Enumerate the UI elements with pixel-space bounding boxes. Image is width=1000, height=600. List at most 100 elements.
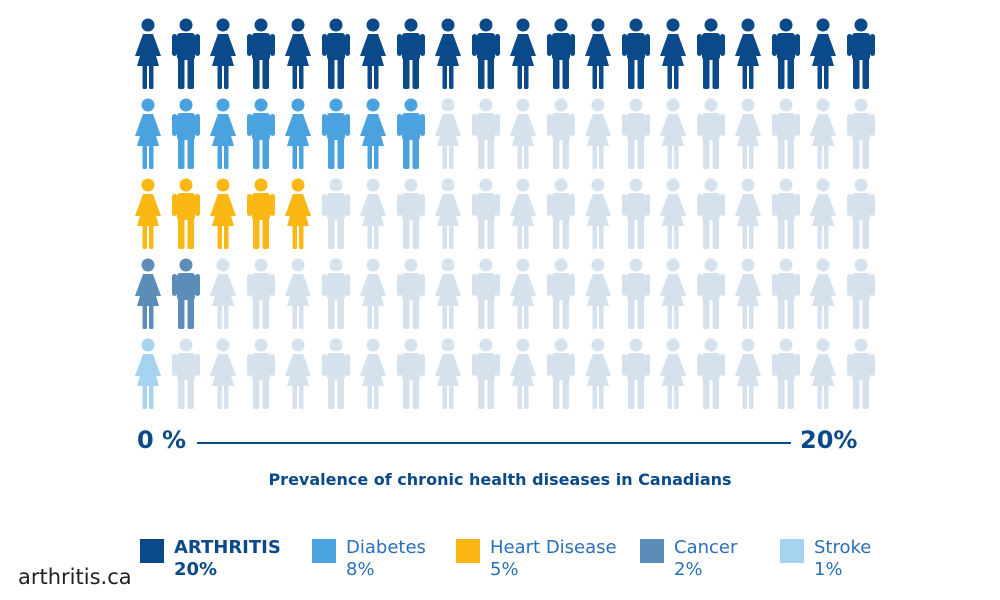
person-icon-filled bbox=[357, 18, 389, 90]
person-icon-empty bbox=[845, 258, 877, 330]
person-icon-empty bbox=[432, 98, 464, 170]
person-icon-empty bbox=[657, 338, 689, 410]
person-icon-empty bbox=[470, 98, 502, 170]
legend-label: Cancer bbox=[674, 537, 737, 559]
person-icon-empty bbox=[620, 98, 652, 170]
chart-title: Prevalence of chronic health diseases in… bbox=[0, 470, 1000, 489]
person-icon-empty bbox=[545, 338, 577, 410]
person-icon-empty bbox=[695, 98, 727, 170]
person-icon-filled bbox=[320, 18, 352, 90]
person-icon-filled bbox=[807, 18, 839, 90]
person-icon-filled bbox=[695, 18, 727, 90]
person-icon-empty bbox=[507, 258, 539, 330]
person-icon-empty bbox=[770, 98, 802, 170]
legend-swatch bbox=[456, 539, 480, 563]
person-icon-filled bbox=[207, 178, 239, 250]
person-icon-filled bbox=[170, 18, 202, 90]
person-icon-empty bbox=[395, 258, 427, 330]
person-icon-filled bbox=[245, 98, 277, 170]
legend-value: 2% bbox=[674, 559, 737, 581]
person-icon-filled bbox=[132, 258, 164, 330]
person-icon-filled bbox=[207, 98, 239, 170]
person-icon-empty bbox=[807, 98, 839, 170]
person-icon-filled bbox=[545, 18, 577, 90]
person-icon-empty bbox=[545, 258, 577, 330]
person-icon-empty bbox=[545, 178, 577, 250]
person-icon-empty bbox=[395, 178, 427, 250]
person-icon-empty bbox=[657, 258, 689, 330]
axis-start-label: 0 % bbox=[137, 426, 186, 454]
person-icon-filled bbox=[732, 18, 764, 90]
person-icon-empty bbox=[582, 98, 614, 170]
legend-item-diabetes: Diabetes 8% bbox=[312, 537, 426, 581]
axis-line bbox=[197, 442, 791, 444]
legend-item-cancer: Cancer 2% bbox=[640, 537, 737, 581]
legend-swatch bbox=[780, 539, 804, 563]
person-icon-empty bbox=[545, 98, 577, 170]
person-icon-filled bbox=[582, 18, 614, 90]
person-icon-filled bbox=[657, 18, 689, 90]
person-icon-empty bbox=[845, 338, 877, 410]
person-icon-empty bbox=[170, 338, 202, 410]
legend-label: Diabetes bbox=[346, 537, 426, 559]
person-icon-empty bbox=[732, 338, 764, 410]
person-icon-filled bbox=[845, 18, 877, 90]
person-icon-empty bbox=[470, 178, 502, 250]
person-icon-empty bbox=[695, 338, 727, 410]
legend-swatch bbox=[140, 539, 164, 563]
person-icon-filled bbox=[357, 98, 389, 170]
legend-label: Stroke bbox=[814, 537, 871, 559]
person-icon-empty bbox=[357, 178, 389, 250]
person-icon-empty bbox=[245, 258, 277, 330]
person-icon-empty bbox=[695, 178, 727, 250]
person-icon-filled bbox=[470, 18, 502, 90]
person-icon-empty bbox=[620, 258, 652, 330]
person-icon-filled bbox=[170, 258, 202, 330]
person-icon-empty bbox=[320, 178, 352, 250]
person-icon-filled bbox=[395, 18, 427, 90]
legend-swatch bbox=[640, 539, 664, 563]
person-icon-empty bbox=[845, 98, 877, 170]
person-icon-filled bbox=[507, 18, 539, 90]
person-icon-empty bbox=[807, 178, 839, 250]
legend-item-stroke: Stroke 1% bbox=[780, 537, 871, 581]
legend-label: Heart Disease bbox=[490, 537, 617, 559]
person-icon-empty bbox=[807, 258, 839, 330]
person-icon-empty bbox=[432, 258, 464, 330]
person-icon-empty bbox=[282, 258, 314, 330]
person-icon-filled bbox=[245, 18, 277, 90]
person-icon-empty bbox=[582, 338, 614, 410]
person-icon-empty bbox=[770, 258, 802, 330]
source-credit: arthritis.ca bbox=[18, 565, 132, 589]
person-icon-empty bbox=[695, 258, 727, 330]
person-icon-empty bbox=[282, 338, 314, 410]
legend-item-arthritis: ARTHRITIS 20% bbox=[140, 537, 281, 581]
legend-item-heart-disease: Heart Disease 5% bbox=[456, 537, 617, 581]
person-icon-empty bbox=[582, 258, 614, 330]
person-icon-filled bbox=[282, 98, 314, 170]
person-icon-empty bbox=[582, 178, 614, 250]
person-icon-empty bbox=[845, 178, 877, 250]
person-icon-empty bbox=[507, 178, 539, 250]
person-icon-filled bbox=[245, 178, 277, 250]
person-icon-empty bbox=[770, 178, 802, 250]
person-icon-filled bbox=[770, 18, 802, 90]
pictograph-grid bbox=[132, 18, 872, 418]
person-icon-empty bbox=[320, 338, 352, 410]
person-icon-filled bbox=[395, 98, 427, 170]
person-icon-filled bbox=[282, 178, 314, 250]
person-icon-empty bbox=[207, 338, 239, 410]
person-icon-empty bbox=[395, 338, 427, 410]
person-icon-filled bbox=[132, 338, 164, 410]
person-icon-empty bbox=[245, 338, 277, 410]
legend-value: 5% bbox=[490, 559, 617, 581]
axis-end-label: 20% bbox=[800, 426, 857, 454]
legend-swatch bbox=[312, 539, 336, 563]
person-icon-empty bbox=[507, 98, 539, 170]
person-icon-filled bbox=[132, 178, 164, 250]
person-icon-filled bbox=[432, 18, 464, 90]
person-icon-filled bbox=[170, 178, 202, 250]
person-icon-empty bbox=[732, 98, 764, 170]
person-icon-filled bbox=[132, 18, 164, 90]
person-icon-empty bbox=[732, 258, 764, 330]
